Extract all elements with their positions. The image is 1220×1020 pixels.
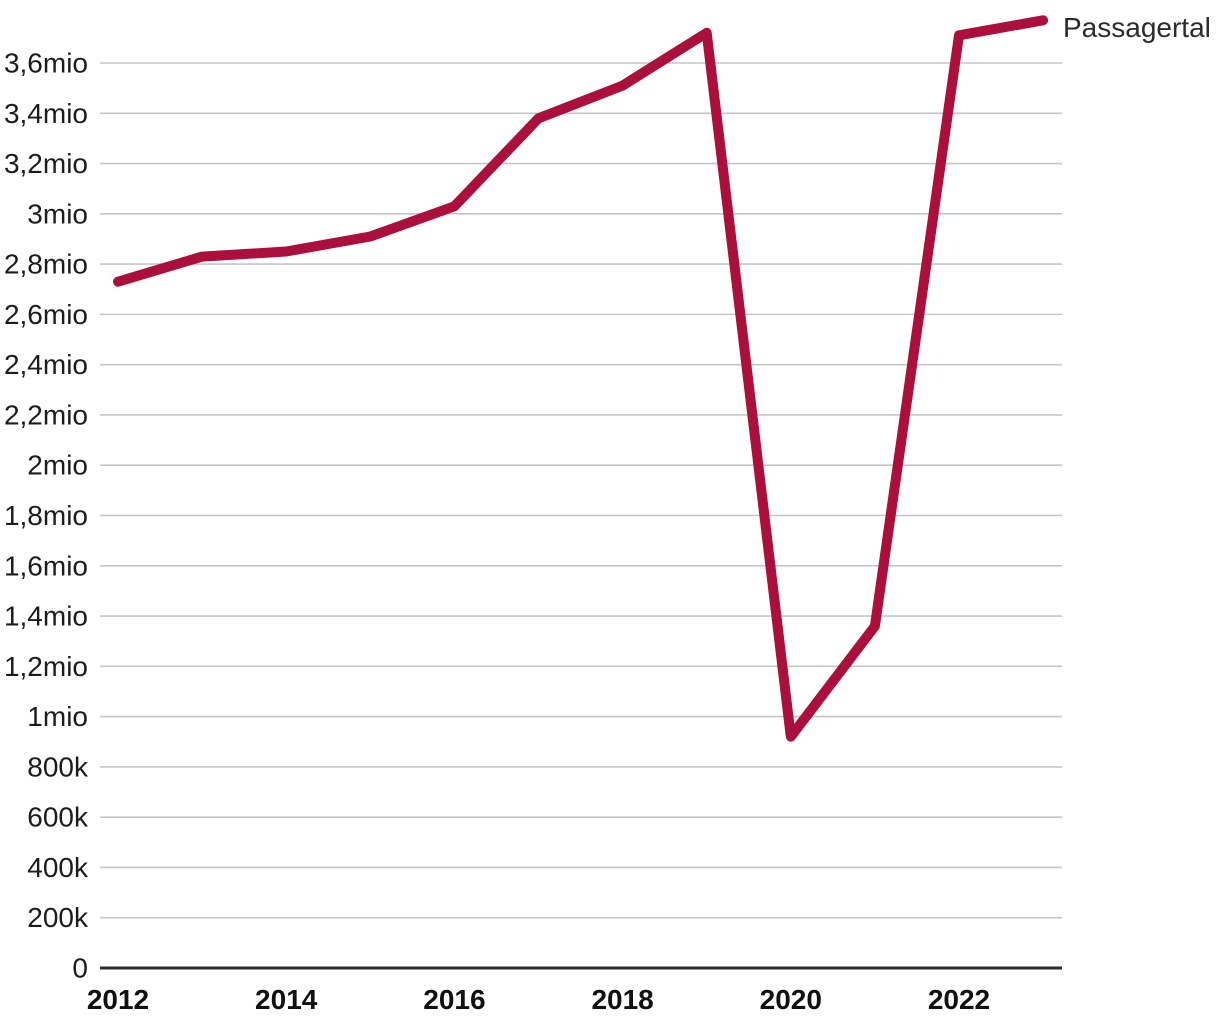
y-axis-labels: 0 200k 400k 600k 800k 1mio 1,2mio 1,4mio 1,6mio 1… xyxy=(4,48,89,984)
y-tick-label: 1,2mio xyxy=(4,651,88,682)
x-axis-labels: 2012 2014 2016 2018 2020 2022 xyxy=(87,984,990,1015)
y-tick-label: 1,4mio xyxy=(4,601,88,632)
y-tick-label: 600k xyxy=(27,802,89,833)
y-tick-label: 0 xyxy=(72,953,88,984)
y-tick-label: 1mio xyxy=(27,701,88,732)
y-tick-label: 400k xyxy=(27,852,89,883)
y-tick-label: 2,6mio xyxy=(4,299,88,330)
x-tick-label: 2012 xyxy=(87,984,149,1015)
x-tick-label: 2016 xyxy=(423,984,485,1015)
y-tick-label: 2,2mio xyxy=(4,399,88,430)
y-tick-label: 3mio xyxy=(27,198,88,229)
x-tick-label: 2020 xyxy=(760,984,822,1015)
y-tick-label: 3,2mio xyxy=(4,148,88,179)
y-tick-label: 2mio xyxy=(27,450,88,481)
x-tick-label: 2022 xyxy=(928,984,990,1015)
x-tick-label: 2014 xyxy=(255,984,318,1015)
y-tick-label: 200k xyxy=(27,902,89,933)
series-line-passagertal xyxy=(113,15,1049,742)
y-tick-label: 800k xyxy=(27,751,89,782)
y-tick-label: 2,8mio xyxy=(4,249,88,280)
y-tick-label: 3,6mio xyxy=(4,48,88,79)
y-tick-label: 1,6mio xyxy=(4,550,88,581)
y-tick-label: 2,4mio xyxy=(4,349,88,380)
gridlines xyxy=(100,62,1062,970)
x-tick-label: 2018 xyxy=(591,984,653,1015)
y-tick-label: 1,8mio xyxy=(4,500,88,531)
y-tick-label: 3,4mio xyxy=(4,98,88,129)
series-legend-label: Passagertal xyxy=(1063,12,1211,43)
